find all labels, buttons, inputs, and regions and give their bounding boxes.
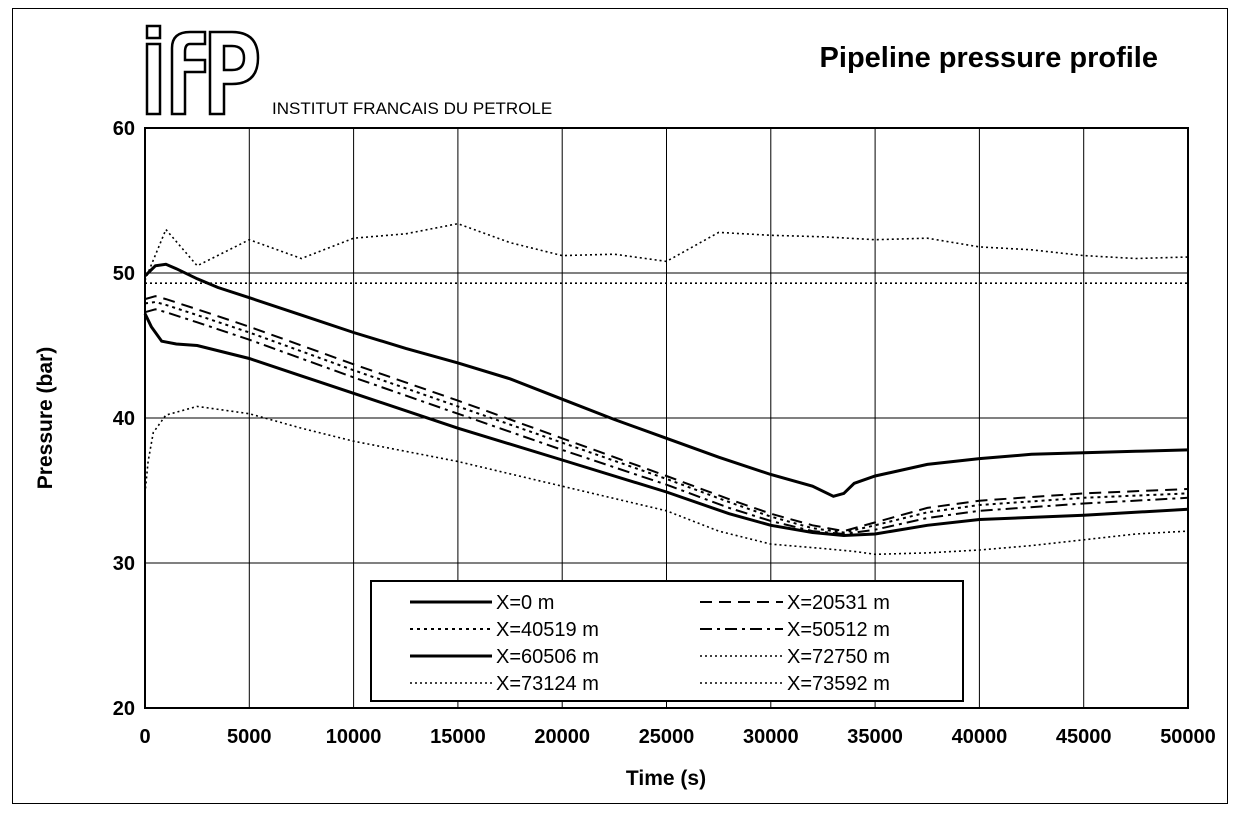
series-line: [143, 312, 1189, 538]
x-tick-label: 20000: [534, 726, 590, 748]
logo-caption: INSTITUT FRANCAIS DU PETROLE: [272, 99, 552, 118]
legend-label: X=73592 m: [787, 673, 890, 695]
legend-label: X=60506 m: [496, 646, 599, 668]
x-axis-label: Time (s): [626, 767, 706, 790]
series-line: [144, 295, 1189, 533]
x-tick-label: 10000: [326, 726, 382, 748]
x-tick-labels: 0 5000 10000 15000 20000 25000 30000 35000 40000…: [139, 726, 1215, 748]
legend-label: X=0 m: [496, 592, 554, 614]
x-tick-label: 5000: [227, 726, 272, 748]
legend-label: X=40519 m: [496, 619, 599, 641]
y-tick-labels: 20 30 40 50 60: [113, 118, 135, 720]
legend: X=0 m X=20531 m X=40519 m X=50512 m X=60506 …: [370, 580, 964, 702]
legend-label: X=50512 m: [787, 619, 890, 641]
legend-label: X=73124 m: [496, 673, 599, 695]
series-line: [144, 308, 1189, 536]
x-tick-label: 40000: [952, 726, 1008, 748]
x-tick-label: 50000: [1160, 726, 1216, 748]
y-axis-label: Pressure (bar): [34, 347, 57, 489]
series-layer: [143, 222, 1189, 556]
x-tick-label: 0: [139, 726, 150, 748]
y-tick-label: 50: [113, 263, 135, 285]
x-tick-label: 15000: [430, 726, 486, 748]
y-tick-label: 20: [113, 698, 135, 720]
x-tick-label: 25000: [639, 726, 695, 748]
series-line: [143, 262, 1189, 498]
x-tick-label: 30000: [743, 726, 799, 748]
series-line: [144, 405, 1189, 556]
ifp-logo: [145, 24, 260, 116]
legend-label: X=72750 m: [787, 646, 890, 668]
series-line: [144, 222, 1189, 281]
x-tick-label: 35000: [847, 726, 903, 748]
y-tick-label: 30: [113, 553, 135, 575]
x-tick-label: 45000: [1056, 726, 1112, 748]
chart-title: Pipeline pressure profile: [820, 42, 1158, 74]
y-tick-label: 40: [113, 408, 135, 430]
legend-label: X=20531 m: [787, 592, 890, 614]
chart-frame: [12, 8, 1228, 804]
axes: [144, 127, 1189, 709]
y-tick-label: 60: [113, 118, 135, 140]
plot-area-border: [144, 127, 1189, 709]
